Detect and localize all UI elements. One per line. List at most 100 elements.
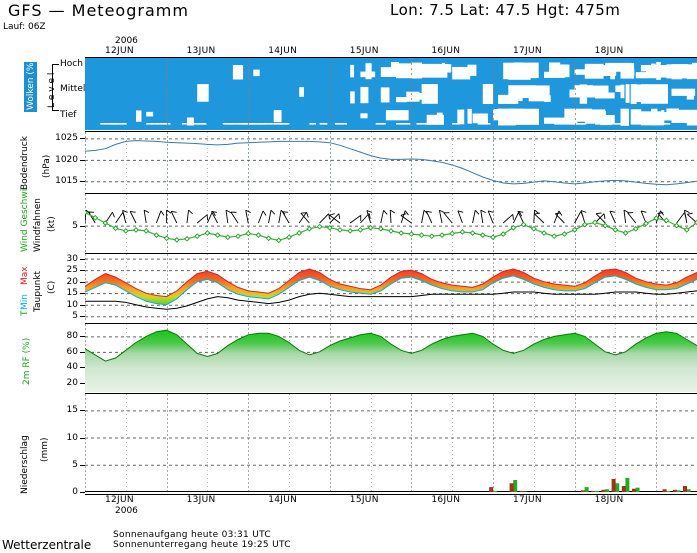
wind-ytick: 5 xyxy=(72,220,78,231)
temperature-panel xyxy=(85,253,697,325)
pressure-ytick: 1015 xyxy=(55,176,78,187)
temperature-ytick: 30 xyxy=(66,253,78,264)
temperature-chart xyxy=(85,254,697,322)
precipitation-panel xyxy=(85,393,697,495)
sunset-label: Sonnenunterregang heute 19:25 UTC xyxy=(113,540,291,550)
precipitation-gridlines xyxy=(85,394,697,492)
axis-day-label-top: 12JUN xyxy=(105,46,134,56)
axis-tick-mark xyxy=(80,138,85,140)
wind-barb-panel-label: Windfahnen xyxy=(33,198,43,252)
axis-day-label-bottom: 12JUN xyxy=(105,495,134,505)
level-bracket-top xyxy=(52,64,59,65)
temperature-ytick: 15 xyxy=(66,288,78,299)
axis-tick-mark xyxy=(80,316,85,318)
wind-speed-markers xyxy=(85,209,697,244)
axis-tick-mark xyxy=(80,159,85,161)
axis-day-label-top: 13JUN xyxy=(186,46,216,56)
precipitation-bars xyxy=(489,477,691,492)
axis-tick-mark xyxy=(80,225,85,227)
axis-tick-mark xyxy=(80,293,85,295)
wind-chart xyxy=(85,194,697,252)
pressure-ytick: 1025 xyxy=(55,133,78,144)
coordinates-label: Lon: 7.5 Lat: 47.5 Hgt: 475m xyxy=(390,1,621,19)
brand-label: Wetterzentrale xyxy=(2,538,92,552)
humidity-ytick: 60 xyxy=(66,346,78,357)
pressure-chart xyxy=(85,132,697,192)
precipitation-ytick: 15 xyxy=(66,405,78,416)
clouds-chart xyxy=(85,58,697,130)
clouds-panel-label: Wolken (%) xyxy=(26,59,36,110)
temp-max-label: Max xyxy=(20,266,30,285)
clouds-gridlines xyxy=(167,58,576,130)
cloud-patches xyxy=(100,62,697,126)
cloud-level-mittel: Mittel xyxy=(60,84,86,94)
axis-day-label-top: 14JUN xyxy=(268,46,298,56)
cloud-level-hoch: Hoch xyxy=(60,59,83,69)
axis-tick-mark xyxy=(80,351,85,353)
humidity-ytick: 80 xyxy=(66,331,78,342)
axis-tick-mark xyxy=(80,367,85,369)
clouds-panel xyxy=(85,57,697,133)
axis-tick-mark xyxy=(80,181,85,183)
temperature-ytick: 20 xyxy=(66,276,78,287)
axis-tick-mark xyxy=(80,336,85,338)
axis-day-label-top: 17JUN xyxy=(513,46,542,56)
precipitation-ytick: 10 xyxy=(66,432,78,443)
clouds-label-background xyxy=(24,62,37,112)
temperature-max-line xyxy=(85,268,697,298)
level-bracket xyxy=(52,64,53,110)
precipitation-ytick: 0 xyxy=(72,487,78,497)
humidity-line xyxy=(85,329,697,362)
humidity-ytick: 20 xyxy=(66,377,78,388)
pressure-panel-label: Bodendruck xyxy=(20,136,30,190)
axis-day-label-bottom: 16JUN xyxy=(431,495,461,505)
temperature-ytick: 10 xyxy=(66,299,78,310)
level-bracket-bottom xyxy=(52,110,59,111)
axis-year-bottom: 2006 xyxy=(115,506,138,516)
axis-day-label-bottom: 17JUN xyxy=(513,495,542,505)
precip-panel-label: Niederschlag xyxy=(20,435,30,494)
cloud-level-tief: Tief xyxy=(60,110,77,120)
humidity-ytick: 40 xyxy=(66,362,78,373)
axis-day-label-bottom: 13JUN xyxy=(186,495,216,505)
humidity-area xyxy=(85,330,697,392)
axis-day-label-bottom: 18JUN xyxy=(594,495,624,505)
pressure-panel xyxy=(85,131,697,195)
axis-tick-mark xyxy=(80,281,85,283)
axis-day-label-top: 18JUN xyxy=(594,46,624,56)
axis-day-label-bottom: 14JUN xyxy=(268,495,298,505)
axis-year-top: 2006 xyxy=(115,36,138,46)
dewpoint-line xyxy=(85,290,697,310)
axis-tick-mark xyxy=(80,258,85,260)
temperature-ytick: 5 xyxy=(72,311,78,322)
axis-day-label-top: 16JUN xyxy=(431,46,461,56)
precipitation-chart xyxy=(85,394,697,492)
pressure-line xyxy=(85,140,697,186)
axis-day-label-top: 15JUN xyxy=(349,46,379,56)
pressure-ytick: 1020 xyxy=(55,154,78,165)
temperature-gridlines xyxy=(85,254,697,322)
axis-tick-mark xyxy=(80,464,85,466)
humidity-panel xyxy=(85,323,697,395)
temp-t-label: T xyxy=(20,310,30,317)
model-run-label: Lauf: 06Z xyxy=(3,22,46,32)
temperature-min-line xyxy=(85,275,697,306)
temp-min-label: Min xyxy=(20,294,30,310)
humidity-chart xyxy=(85,324,697,392)
wind-gridlines xyxy=(85,194,697,252)
axis-tick-mark xyxy=(80,410,85,412)
meteogram-plot xyxy=(85,57,697,495)
axis-tick-mark xyxy=(80,492,85,493)
pressure-gridlines xyxy=(85,132,697,192)
humidity-panel-label: 2m RF (%) xyxy=(22,337,32,385)
axis-tick-mark xyxy=(80,382,85,384)
wind-panel xyxy=(85,193,697,255)
wind-barbs xyxy=(85,209,697,224)
page-title: GFS — Meteogramm xyxy=(8,1,189,20)
axis-day-label-bottom: 15JUN xyxy=(349,495,379,505)
temperature-ytick: 25 xyxy=(66,265,78,276)
precipitation-ytick: 5 xyxy=(72,459,78,470)
axis-tick-mark xyxy=(80,437,85,439)
wind-speed-panel-label: Wind Geschwi. xyxy=(20,185,30,252)
dewpoint-label: Taupunkt xyxy=(33,270,43,312)
